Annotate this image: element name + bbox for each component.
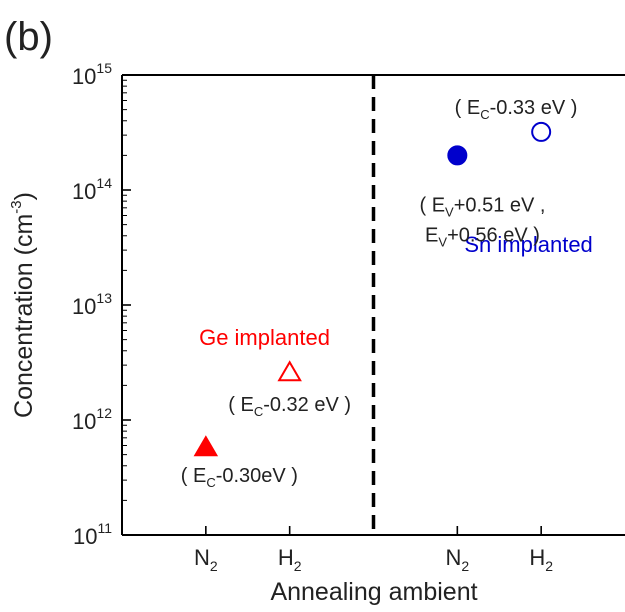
panel-label: (b): [4, 15, 53, 59]
data-point-triangle: [277, 360, 302, 382]
y-tick-label: 1011: [73, 520, 112, 549]
x-tick-label: N2: [445, 545, 469, 574]
point-annotation: ( EC-0.30eV ): [181, 465, 298, 490]
x-tick-label: N2: [194, 545, 218, 574]
y-tick-label: 1012: [72, 405, 112, 434]
x-tick-label: H2: [529, 545, 553, 574]
group-label: Sn implanted: [464, 232, 592, 257]
y-axis-label: Concentration (cm-3): [8, 192, 38, 418]
point-annotation: ( EC-0.32 eV ): [228, 394, 351, 419]
point-annotation: ( EC-0.33 eV ): [455, 97, 578, 122]
data-point-circle: [447, 145, 468, 166]
x-axis-label: Annealing ambient: [270, 578, 477, 606]
x-tick-label: H2: [278, 545, 302, 574]
point-annotation: EV+0.56 eV ): [425, 225, 540, 250]
point-annotation: ( EV+0.51 eV ,: [419, 195, 545, 220]
group-label: Ge implanted: [199, 325, 330, 350]
y-tick-label: 1015: [72, 60, 112, 89]
data-point-circle: [531, 121, 552, 142]
y-tick-label: 1014: [72, 175, 112, 204]
data-point-triangle: [193, 435, 219, 457]
y-tick-label: 1013: [72, 290, 112, 319]
